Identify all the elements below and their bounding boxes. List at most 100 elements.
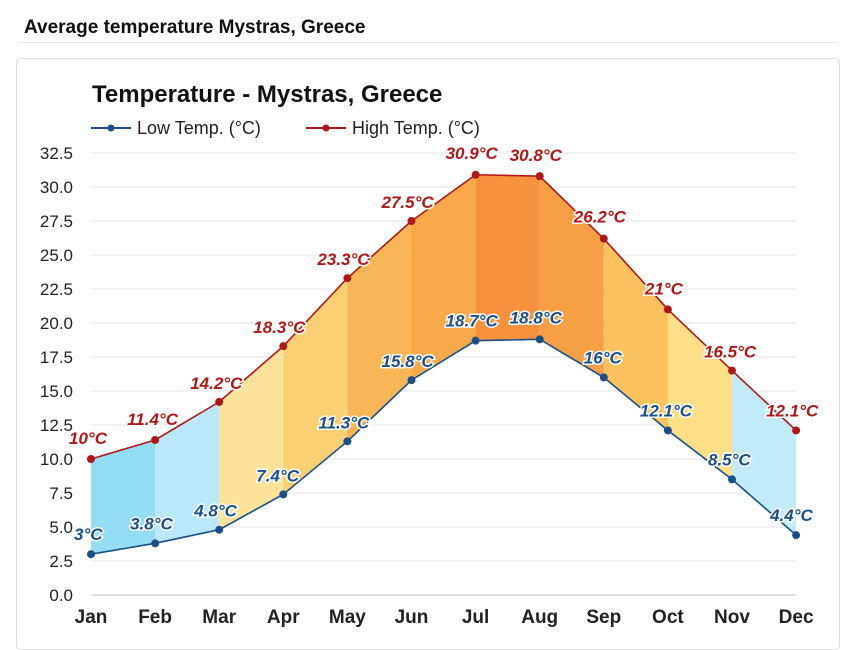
band-oct (667, 309, 732, 480)
low-point-jul (471, 336, 480, 345)
x-tick-mar: Mar (202, 607, 236, 628)
high-point-jan (87, 455, 95, 463)
low-point-jun (407, 376, 416, 385)
legend-item-low[interactable]: Low Temp. (°C) (91, 118, 261, 138)
legend-low-marker (107, 124, 115, 132)
low-point-mar (215, 525, 224, 534)
y-tick-label: 20.0 (40, 314, 73, 333)
y-tick-label: 7.5 (49, 484, 73, 503)
high-point-dec (792, 426, 801, 435)
x-tick-jul: Jul (462, 607, 489, 628)
high-label-nov: 16.5°C (704, 343, 757, 362)
x-tick-feb: Feb (138, 607, 172, 628)
high-point-feb (151, 435, 160, 444)
high-label-apr: 18.3°C (253, 318, 306, 337)
low-point-may (343, 437, 352, 446)
low-point-aug (535, 335, 544, 344)
low-point-oct (663, 426, 672, 435)
high-label-sep: 26.2°C (573, 208, 627, 227)
y-tick-label: 10.0 (40, 450, 73, 469)
high-point-oct (663, 305, 672, 314)
title-divider (18, 42, 838, 43)
y-tick-label: 27.5 (40, 212, 73, 231)
low-label-nov: 8.5°C (708, 450, 751, 469)
band-feb (155, 401, 220, 544)
page-title: Average temperature Mystras, Greece (24, 17, 366, 38)
low-point-apr (279, 490, 288, 499)
y-tick-label: 2.5 (49, 552, 73, 571)
band-sep (603, 238, 668, 431)
low-label-sep: 16°C (584, 348, 623, 367)
high-label-dec: 12.1°C (766, 401, 819, 420)
low-label-may: 11.3°C (318, 413, 370, 432)
legend-low-label: Low Temp. (°C) (137, 118, 261, 138)
legend-high-marker (322, 124, 330, 132)
high-label-aug: 30.8°C (510, 146, 563, 165)
band-jun (411, 174, 476, 381)
y-tick-label: 25.0 (40, 246, 73, 265)
low-point-dec (792, 531, 801, 540)
x-tick-jun: Jun (395, 607, 429, 628)
high-point-nov (728, 366, 736, 375)
high-point-jul (471, 170, 480, 179)
x-axis-labels: Jan Feb Mar Apr May Jun Jul Aug Sep Oct Nov Dec (75, 607, 814, 628)
high-temp-line (90, 173, 797, 460)
series-points (87, 170, 801, 559)
x-tick-dec: Dec (779, 607, 814, 628)
high-label-jun: 27.5°C (381, 193, 435, 212)
low-label-feb: 3.8°C (130, 514, 173, 533)
legend-item-high[interactable]: High Temp. (°C) (306, 118, 480, 138)
y-tick-label: 12.5 (40, 416, 73, 435)
high-point-sep (599, 234, 608, 243)
y-tick-label: 15.0 (40, 382, 73, 401)
y-tick-label: 30.0 (40, 178, 73, 197)
y-tick-label: 0.0 (49, 586, 73, 605)
band-may (347, 221, 412, 442)
x-tick-jan: Jan (75, 607, 108, 628)
y-tick-label: 22.5 (40, 280, 73, 299)
data-labels: 10°C 11.4°C 14.2°C 18.3°C 23.3°C 27.5°C 30.9°C… (68, 142, 821, 545)
low-point-feb (151, 539, 160, 548)
low-label-aug: 18.8°C (510, 308, 563, 327)
x-tick-nov: Nov (714, 607, 750, 628)
low-label-mar: 4.8°C (193, 502, 237, 521)
low-point-sep (599, 373, 608, 382)
low-label-jan: 3°C (74, 525, 103, 544)
high-label-oct: 21°C (644, 279, 684, 298)
high-label-may: 23.3°C (316, 250, 370, 269)
low-label-apr: 7.4°C (256, 466, 299, 485)
low-label-jun: 15.8°C (382, 352, 435, 371)
low-label-oct: 12.1°C (640, 401, 693, 420)
band-jul (475, 174, 540, 341)
low-label-dec: 4.4°C (769, 506, 813, 525)
low-temp-line (90, 338, 797, 555)
low-label-jul: 18.7°C (446, 312, 499, 331)
band-mar (219, 346, 284, 530)
x-tick-apr: Apr (267, 607, 300, 628)
band-nov (732, 370, 797, 536)
series-lines (90, 173, 797, 555)
band-aug (539, 176, 604, 378)
low-point-jan (87, 550, 95, 559)
high-label-feb: 11.4°C (127, 410, 179, 429)
temperature-bands (91, 174, 797, 555)
high-point-aug (535, 172, 544, 181)
y-tick-label: 32.5 (40, 144, 73, 163)
chart-title: Temperature - Mystras, Greece (92, 81, 442, 108)
high-point-apr (279, 342, 288, 351)
x-tick-aug: Aug (521, 607, 558, 628)
band-apr (283, 278, 348, 495)
high-label-jul: 30.9°C (446, 144, 499, 163)
x-tick-sep: Sep (586, 607, 621, 628)
band-jan (91, 439, 156, 555)
y-tick-label: 17.5 (40, 348, 73, 367)
high-point-may (343, 274, 352, 283)
low-point-nov (728, 475, 736, 484)
x-tick-oct: Oct (652, 607, 684, 628)
legend: Low Temp. (°C) High Temp. (°C) (91, 118, 480, 138)
high-label-jan: 10°C (69, 429, 108, 448)
legend-high-label: High Temp. (°C) (352, 118, 480, 138)
y-tick-label: 5.0 (49, 518, 73, 537)
high-point-jun (407, 217, 416, 225)
